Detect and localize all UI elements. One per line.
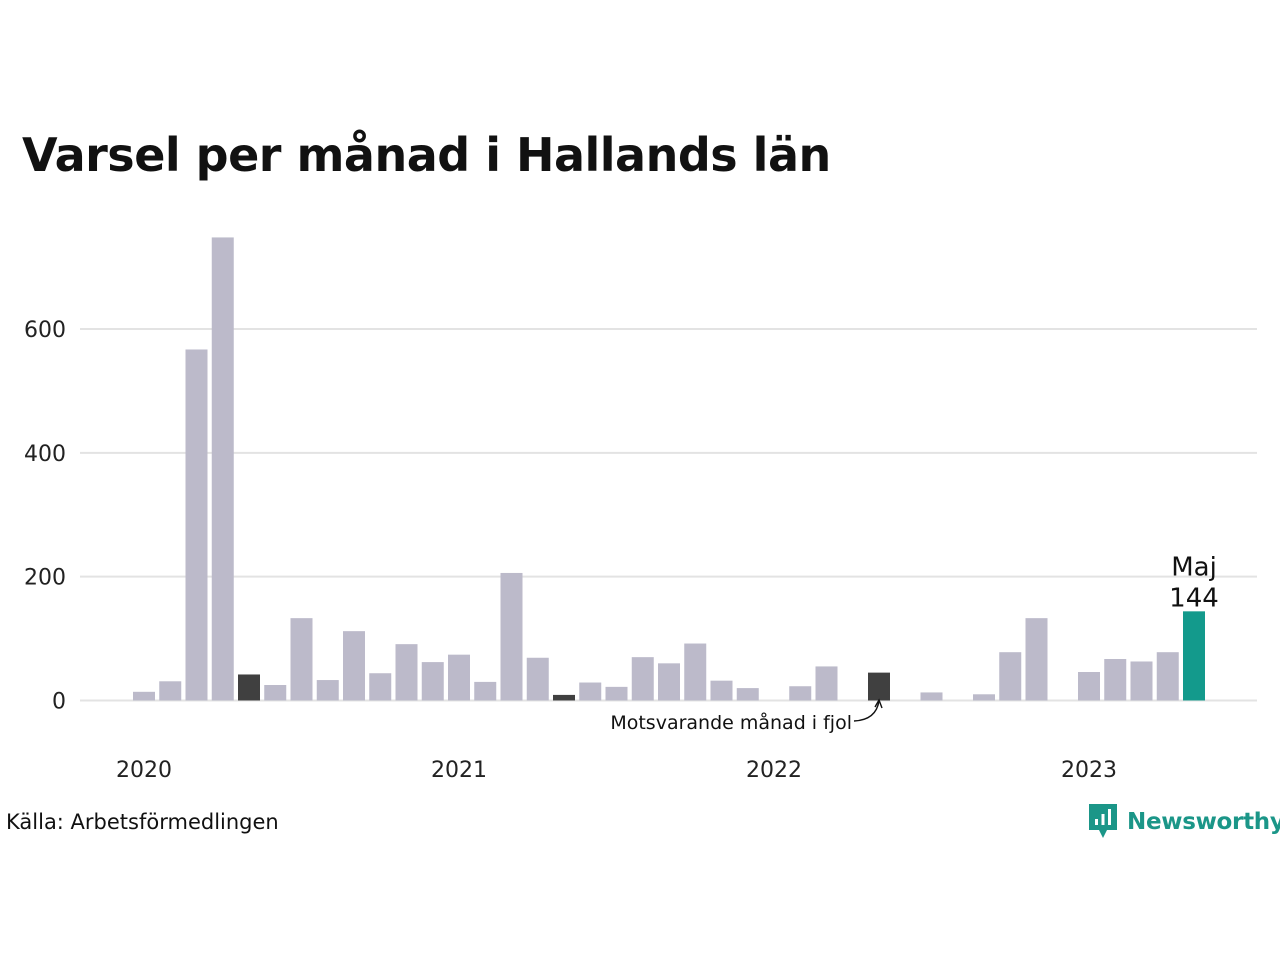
annotation-arrow [853, 700, 880, 722]
bar [1183, 611, 1205, 701]
current-value-label: 144 [1169, 583, 1219, 613]
annotation-arrowhead [874, 698, 883, 709]
bar [211, 237, 234, 701]
last-year-annotation: Motsvarande månad i fjol [610, 711, 852, 734]
bar [421, 662, 444, 701]
bar [605, 686, 628, 701]
bar [684, 643, 707, 701]
bar [631, 657, 654, 701]
logo-text: Newsworthy [1127, 809, 1280, 835]
bar [369, 673, 392, 701]
bar [1025, 618, 1048, 701]
bar [815, 666, 838, 701]
bar [553, 694, 575, 701]
bar [238, 674, 260, 701]
bar [789, 686, 812, 701]
x-tick-label: 2022 [746, 758, 802, 783]
y-tick-label: 400 [24, 442, 66, 467]
y-tick-label: 200 [24, 566, 66, 591]
bar [500, 572, 523, 701]
bar-chart-speech-bubble-icon [1089, 804, 1117, 838]
bar [290, 618, 313, 701]
bar [395, 644, 418, 701]
x-tick-label: 2023 [1061, 758, 1117, 783]
bar [1156, 652, 1179, 701]
x-tick-label: 2020 [116, 758, 172, 783]
newsworthy-logo[interactable]: Newsworthy [1088, 802, 1280, 842]
bar [343, 631, 365, 701]
bar [736, 688, 759, 701]
chart-title: Varsel per månad i Hallands län [22, 128, 831, 182]
bar [1130, 661, 1153, 701]
bar [658, 663, 680, 701]
bar [474, 681, 497, 701]
bar [973, 694, 995, 701]
bar [526, 657, 549, 701]
bar [710, 680, 733, 701]
bar [159, 681, 182, 701]
bar [1104, 659, 1127, 701]
bar [316, 680, 339, 701]
bar [579, 682, 602, 701]
bar [999, 652, 1022, 701]
y-tick-label: 600 [24, 318, 66, 343]
bar [448, 654, 470, 701]
bar [185, 349, 208, 701]
bar [133, 691, 155, 701]
x-tick-label: 2021 [431, 758, 487, 783]
bar [920, 692, 943, 701]
bar [1078, 672, 1100, 701]
y-tick-label: 0 [52, 689, 66, 714]
current-month-label: Maj [1171, 552, 1217, 582]
bar [264, 685, 287, 701]
bar [868, 672, 890, 701]
source-note: Källa: Arbetsförmedlingen [6, 810, 279, 834]
